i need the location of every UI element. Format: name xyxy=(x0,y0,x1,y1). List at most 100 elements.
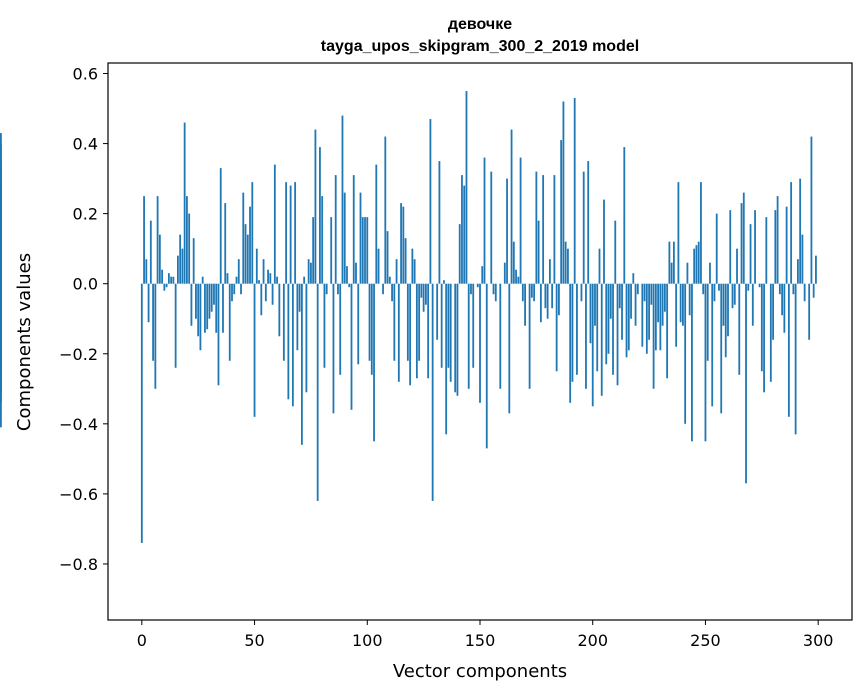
bar xyxy=(161,269,164,284)
bar xyxy=(521,283,524,302)
bar xyxy=(219,168,222,284)
x-axis-label: Vector components xyxy=(393,661,567,682)
bar xyxy=(718,283,720,291)
x-axis-ticks: 0 50 100 150 200 250 300 xyxy=(137,620,833,650)
bar xyxy=(260,283,263,316)
bar xyxy=(609,283,612,319)
bar xyxy=(490,171,493,284)
bar xyxy=(472,283,475,368)
bar xyxy=(666,283,669,379)
bar xyxy=(650,283,653,305)
bar xyxy=(375,164,378,284)
bar xyxy=(709,262,711,284)
bar xyxy=(612,283,614,375)
bar xyxy=(765,217,768,284)
bar xyxy=(808,283,811,340)
bar xyxy=(697,241,700,284)
bar xyxy=(352,175,355,284)
bar xyxy=(641,283,644,347)
bar xyxy=(154,283,157,389)
bar xyxy=(170,276,173,284)
bar xyxy=(571,283,574,382)
bar xyxy=(688,283,691,316)
bar xyxy=(623,147,626,284)
bar xyxy=(258,280,260,284)
bar xyxy=(691,283,693,442)
bar xyxy=(790,182,793,284)
bar xyxy=(720,283,723,414)
bar xyxy=(713,283,716,302)
bar xyxy=(749,224,752,284)
bar xyxy=(470,283,472,295)
bar xyxy=(760,283,763,372)
bar xyxy=(787,283,790,417)
bar xyxy=(208,283,211,319)
bar xyxy=(648,283,650,340)
bar xyxy=(298,283,301,312)
bar xyxy=(206,283,209,330)
bar xyxy=(289,185,292,284)
bar xyxy=(355,262,357,284)
bar xyxy=(443,280,445,284)
bar xyxy=(255,248,258,284)
bar xyxy=(736,248,738,284)
bar xyxy=(179,234,182,284)
bar xyxy=(152,283,154,361)
bar xyxy=(391,283,393,302)
bar xyxy=(670,262,673,284)
bar xyxy=(499,283,502,389)
bar xyxy=(395,259,398,284)
bar xyxy=(386,231,389,284)
bar xyxy=(796,259,799,284)
bar xyxy=(158,234,161,284)
bar xyxy=(465,91,468,284)
bar xyxy=(215,283,218,333)
bar xyxy=(594,283,596,326)
x-tick-label: 0 xyxy=(137,631,147,650)
bar xyxy=(343,192,346,284)
bar xyxy=(228,283,231,361)
bar xyxy=(517,276,520,284)
bar xyxy=(812,283,815,298)
bar xyxy=(742,192,745,284)
bar xyxy=(528,283,531,389)
bar xyxy=(456,283,459,396)
bar xyxy=(0,283,2,326)
bar xyxy=(312,217,315,284)
bar xyxy=(643,283,646,302)
bar xyxy=(431,283,434,501)
bar xyxy=(357,283,360,365)
bar xyxy=(794,283,797,435)
bar xyxy=(149,220,152,284)
bar xyxy=(524,283,526,326)
y-tick-label: 0.6 xyxy=(73,65,98,84)
bar xyxy=(359,192,362,284)
bar xyxy=(213,283,215,305)
bar xyxy=(210,283,213,312)
bar xyxy=(447,283,450,368)
x-tick-label: 100 xyxy=(352,631,383,650)
bar xyxy=(776,196,779,284)
bar xyxy=(237,259,240,284)
bar xyxy=(702,283,705,295)
y-axis-ticks: −0.8 −0.6 −0.4 −0.2 0.0 0.2 0.4 0.6 xyxy=(59,65,108,574)
bar xyxy=(364,217,366,284)
bar xyxy=(600,283,603,396)
bar xyxy=(348,283,351,288)
bar xyxy=(634,283,637,326)
bar xyxy=(772,283,774,340)
bar xyxy=(506,178,508,284)
bar xyxy=(438,161,441,284)
bar xyxy=(415,283,418,379)
bar xyxy=(724,283,727,358)
plot-frame xyxy=(107,62,853,621)
bar xyxy=(420,283,423,298)
bar xyxy=(267,269,269,284)
bar xyxy=(672,241,675,284)
bar xyxy=(544,283,547,309)
bar xyxy=(519,157,522,284)
bar xyxy=(201,276,204,284)
bar xyxy=(370,283,373,375)
chart-subtitle: tayga_upos_skipgram_300_2_2019 model xyxy=(321,38,639,55)
bar xyxy=(533,283,536,302)
